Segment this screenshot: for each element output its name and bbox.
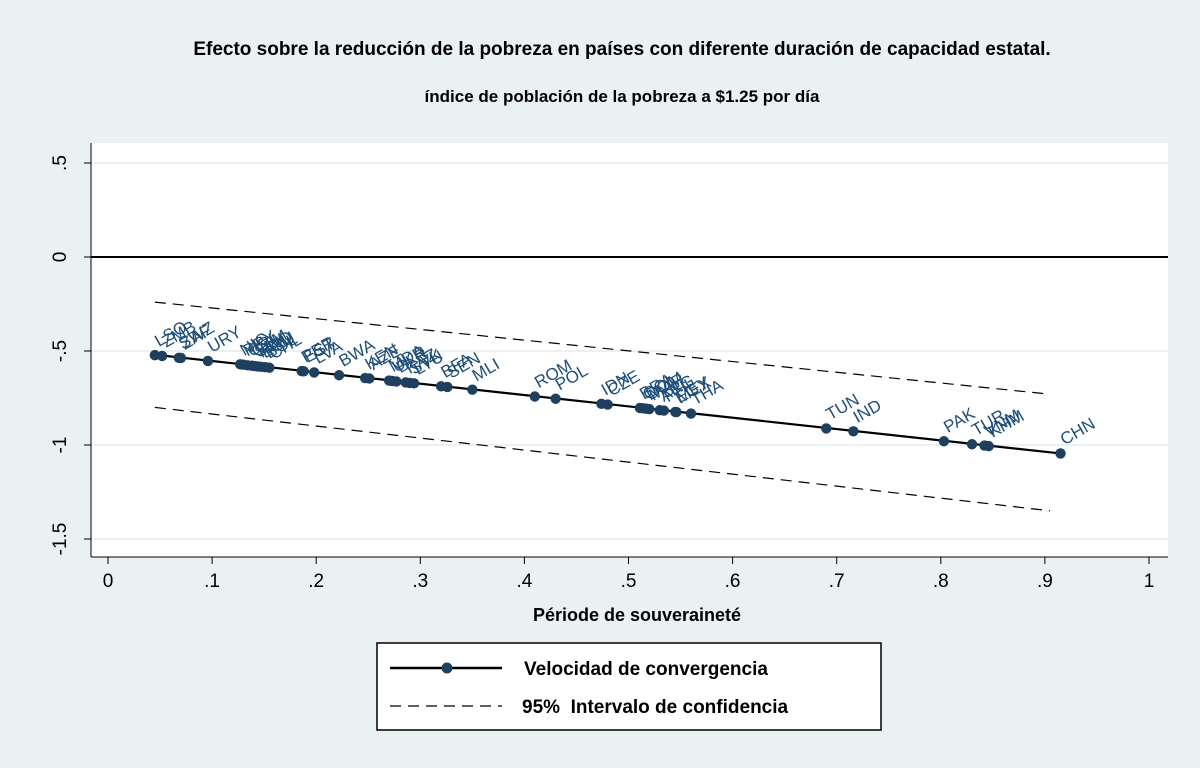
x-tick-label: .6 [725,571,741,592]
data-point-chl [264,362,275,373]
x-tick-label: .8 [933,571,949,592]
data-point-tun [821,423,832,434]
y-tick-label: -1.5 [50,523,71,556]
data-point-cze [602,399,613,410]
legend-marker-swatch [441,662,453,674]
chart-subtitle: índice de población de la pobreza a $1.2… [425,87,820,106]
data-point-est [298,366,309,377]
data-point-aze [364,373,375,384]
legend-box [376,642,882,731]
data-point-ltu [408,378,420,389]
data-point-blr [391,376,402,387]
legend: Velocidad de convergencia 95% Intervalo … [376,642,882,731]
data-point-mar [644,403,655,415]
legend-label-fit: Velocidad de convergencia [524,659,768,680]
data-point-lva [308,367,320,378]
confidence-interval-lines [154,301,1051,512]
x-tick-label: 0 [103,571,114,592]
data-point-rom [529,391,541,402]
x-tick-label: .2 [308,571,324,592]
chart-title: Efecto sobre la reducción de la pobreza … [193,39,1050,60]
x-tick-label: 1 [1144,571,1155,592]
data-point-zaf [175,352,187,364]
data-point-phl [658,405,670,416]
data-point-tha [685,408,697,419]
data-point-zmb [156,350,168,362]
ci-upper-line [154,301,1051,395]
y-tick-label: -.5 [50,340,71,362]
data-point-khm [983,440,994,452]
data-point-pol [550,393,561,404]
y-tick-label: 0 [50,252,71,263]
data-point-bwa [333,370,345,381]
data-point-sen [442,381,453,393]
x-tick-label: .3 [412,571,428,592]
x-tick-label: .7 [829,571,845,592]
data-point-ury [202,355,214,367]
y-tick-label: -1 [50,437,71,454]
legend-label-ci: 95% Intervalo de confidencia [522,697,789,718]
data-point-mex [671,406,682,418]
point-labels: LSOZMBSWZZAFURYNICPRYCRIGTMSLVHNDECUBOLC… [151,317,1098,449]
data-point-pak [938,436,950,447]
data-points [149,349,1066,459]
data-point-tur [966,439,978,450]
x-tick-label: .4 [516,571,532,592]
x-axis-title: Période de souveraineté [533,605,741,625]
axes: .5 0 -.5 -1 -1.5 0 .1 .2 .3 .4 .5 .6 .7 .8 .9 1 [50,143,1168,592]
x-tick-label: .5 [621,571,637,592]
data-point-ind [848,426,859,437]
ci-lower-line [154,406,1051,512]
x-tick-label: .9 [1037,571,1053,592]
data-point-mli [467,384,478,395]
y-tick-label: .5 [50,155,71,171]
data-point-chn [1055,448,1066,459]
x-tick-label: .1 [204,571,220,592]
